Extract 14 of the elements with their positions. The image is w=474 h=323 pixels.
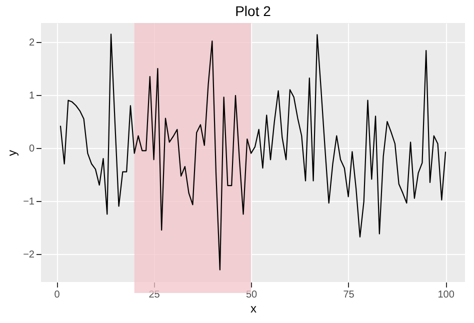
x-tick-label: 25 xyxy=(148,290,160,300)
line-series xyxy=(60,34,446,270)
y-tick-label: −2 xyxy=(23,249,35,260)
y-tick-label: 2 xyxy=(28,38,35,49)
y-tick-label: 0 xyxy=(28,144,35,154)
x-tick-label: 100 xyxy=(438,290,455,300)
x-tick-label: 0 xyxy=(54,290,60,300)
x-tick-label: 75 xyxy=(343,290,355,300)
y-axis-title: y xyxy=(5,150,20,156)
y-tick-label: −1 xyxy=(23,196,35,208)
chart-title: Plot 2 xyxy=(235,3,272,19)
x-tick-label: 50 xyxy=(246,290,258,300)
x-axis-title: x xyxy=(250,302,256,316)
y-tick-label: 1 xyxy=(28,90,35,102)
